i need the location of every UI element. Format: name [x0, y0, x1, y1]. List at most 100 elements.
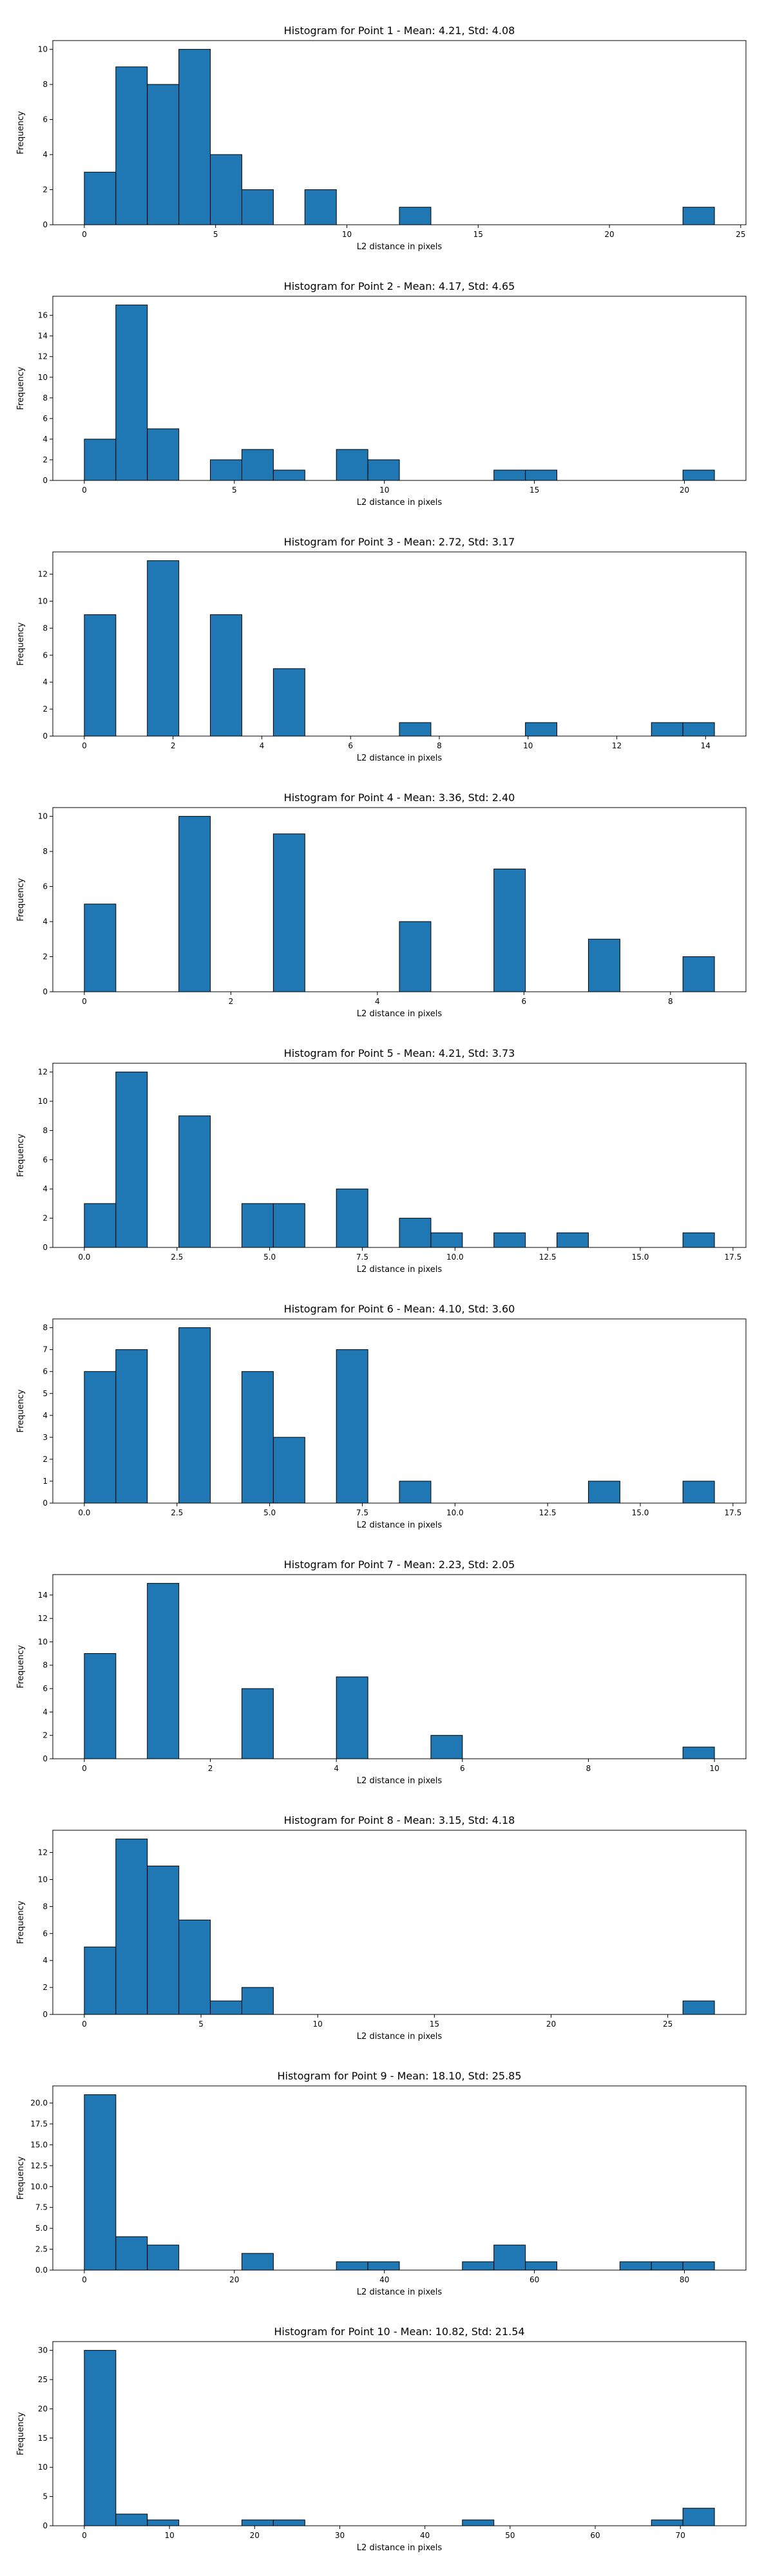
y-tick-label: 12.5: [30, 2161, 48, 2170]
histogram-bar: [272, 1203, 305, 1248]
plot-frame: [52, 296, 747, 481]
x-tick-label: 2: [171, 741, 176, 750]
y-tick-label: 8: [43, 623, 48, 632]
histogram-bar: [147, 1866, 180, 2015]
x-tick-label: 80: [680, 2275, 689, 2284]
x-tick-label: 0: [82, 741, 87, 750]
y-tick-label: 8: [43, 1323, 48, 1332]
histogram-bar: [178, 1115, 211, 1248]
histogram-bar: [178, 1919, 211, 2015]
y-tick-label: 7.5: [35, 2203, 48, 2212]
histogram-bar: [241, 1688, 274, 1759]
y-tick-label: 2: [43, 185, 48, 194]
histogram-bar: [272, 1437, 305, 1504]
x-tick-label: 4: [334, 1764, 339, 1773]
histogram-bar: [399, 207, 432, 225]
x-tick-label: 12.5: [539, 1253, 557, 1262]
x-tick-label: 2: [229, 997, 234, 1006]
x-tick-label: 6: [522, 997, 527, 1006]
y-tick-label: 25: [38, 2375, 48, 2384]
histogram-bar: [399, 1218, 432, 1248]
histogram-bar: [619, 2261, 652, 2271]
histogram-bar: [147, 428, 180, 481]
x-tick-label: 10: [164, 2531, 174, 2540]
histogram-bar: [682, 207, 715, 225]
y-tick-label: 12: [38, 1614, 48, 1623]
y-axis-label: Frequency: [16, 366, 26, 410]
histogram-bar: [430, 1735, 463, 1759]
y-tick-label: 6: [43, 1929, 48, 1938]
plot-frame: [52, 551, 747, 737]
histogram-bar: [115, 305, 148, 481]
x-tick-label: 10: [342, 230, 352, 239]
histogram-bar: [241, 2519, 274, 2526]
histogram-bar: [210, 2000, 242, 2015]
y-axis-label: Frequency: [16, 111, 26, 154]
x-tick-label: 2: [208, 1764, 213, 1773]
x-tick-label: 7.5: [356, 1253, 368, 1262]
histogram-bar: [682, 956, 715, 992]
histogram-bar: [241, 1371, 274, 1504]
y-tick-label: 15: [38, 2434, 48, 2443]
y-tick-label: 0: [43, 1243, 48, 1252]
x-tick-label: 6: [348, 741, 353, 750]
y-tick-label: 0: [43, 1499, 48, 1508]
y-axis-label: Frequency: [16, 1133, 26, 1177]
x-tick-label: 4: [260, 741, 265, 750]
x-tick-label: 5.0: [263, 1508, 276, 1517]
y-tick-label: 4: [43, 1184, 48, 1193]
y-tick-label: 10: [38, 596, 48, 605]
histogram-bar: [84, 904, 117, 992]
x-tick-label: 10.0: [446, 1508, 464, 1517]
histogram-bar: [462, 2519, 495, 2526]
chart-title: Histogram for Point 10 - Mean: 10.82, St…: [274, 2325, 524, 2338]
x-tick-label: 5: [213, 230, 218, 239]
histogram-bar: [336, 1188, 368, 1248]
y-tick-label: 2: [43, 455, 48, 464]
y-tick-label: 2: [43, 1731, 48, 1740]
y-tick-label: 3: [43, 1433, 48, 1442]
plot-frame: [52, 2341, 747, 2526]
histogram-bar: [399, 1481, 432, 1504]
x-tick-label: 70: [676, 2531, 685, 2540]
chart-title: Histogram for Point 2 - Mean: 4.17, Std:…: [284, 280, 515, 292]
x-axis-label: L2 distance in pixels: [357, 1009, 443, 1019]
chart-6: Histogram for Point 6 - Mean: 4.10, Std:…: [16, 1303, 747, 1530]
histogram-bar: [178, 49, 211, 225]
x-axis-label: L2 distance in pixels: [357, 1520, 443, 1530]
histogram-bar: [210, 154, 242, 225]
y-tick-label: 8: [43, 1661, 48, 1670]
histogram-bar: [272, 833, 305, 992]
x-axis-label: L2 distance in pixels: [357, 1776, 443, 1786]
x-axis-label: L2 distance in pixels: [357, 242, 443, 252]
plot-frame: [52, 1318, 747, 1504]
histogram-bar: [84, 171, 117, 225]
histogram-bar: [304, 189, 337, 225]
histogram-bar: [210, 614, 242, 737]
x-tick-label: 5: [232, 486, 237, 495]
y-tick-label: 4: [43, 917, 48, 926]
y-tick-label: 14: [38, 332, 48, 341]
x-tick-label: 0: [82, 2275, 87, 2284]
histogram-bar: [84, 2094, 117, 2271]
histogram-bar: [115, 1072, 148, 1248]
y-axis-label: Frequency: [16, 1900, 26, 1944]
y-tick-label: 4: [43, 1956, 48, 1965]
y-tick-label: 14: [38, 1591, 48, 1600]
histogram-bar: [682, 722, 715, 737]
y-tick-label: 30: [38, 2346, 48, 2355]
y-tick-label: 20.0: [30, 2099, 48, 2108]
histogram-bar: [147, 2519, 180, 2526]
y-axis-label: Frequency: [16, 1645, 26, 1688]
histogram-bar: [115, 1349, 148, 1504]
x-tick-label: 20: [546, 2020, 556, 2029]
y-tick-label: 1: [43, 1477, 48, 1486]
y-tick-label: 17.5: [30, 2119, 48, 2128]
chart-title: Histogram for Point 9 - Mean: 18.10, Std…: [277, 2070, 521, 2082]
x-tick-label: 10: [523, 741, 533, 750]
histogram-bar: [147, 84, 180, 225]
y-axis-label: Frequency: [16, 2412, 26, 2455]
histogram-bar: [525, 2261, 558, 2271]
histogram-bar: [493, 1232, 526, 1248]
